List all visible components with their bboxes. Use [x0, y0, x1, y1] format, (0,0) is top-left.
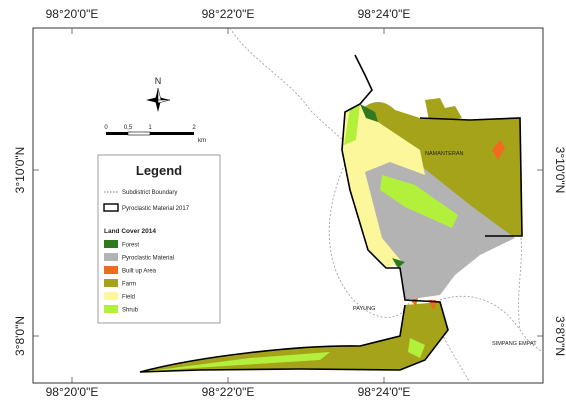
legend-label: Farm [122, 282, 136, 288]
legend-label: Shrub [122, 308, 139, 314]
scale-label: 0,5 [124, 125, 133, 131]
legend-swatch [104, 266, 118, 274]
legend: Legend Subdistrict Boundary Pyroclastic … [97, 154, 221, 324]
scale-bar: 0 0,5 1 2 km [104, 125, 206, 144]
legend-swatch [104, 305, 118, 313]
legend-title: Legend [136, 163, 182, 178]
place-label: PAYUNG [353, 306, 375, 312]
north-arrow: N [146, 76, 171, 112]
scale-label: 1 [148, 125, 152, 131]
legend-label: Pyroclastic Material 2017 [122, 206, 190, 212]
place-label: NAMANTERAN [425, 151, 464, 157]
scale-label: 2 [192, 125, 196, 131]
legend-label: Pyroclastic Material [122, 256, 174, 262]
coord-label: 3°8'0"N [553, 316, 566, 356]
coordinate-labels: 98°20'0"E 98°22'0"E 98°24'0"E 98°20'0"E … [13, 7, 566, 399]
legend-swatch [104, 240, 118, 248]
coord-label: 98°22'0"E [202, 7, 255, 21]
coord-label: 98°24'0"E [358, 7, 411, 21]
coord-label: 3°10'0"N [13, 147, 27, 194]
legend-label: Field [122, 295, 135, 301]
coord-label: 98°20'0"E [46, 385, 99, 399]
legend-swatch [104, 292, 118, 300]
land-cover [140, 98, 522, 372]
coord-label: 98°22'0"E [202, 385, 255, 399]
pyroclastic-2017-outline [139, 54, 523, 373]
place-label: SIMPANG EMPAT [492, 341, 537, 347]
legend-swatch [104, 253, 118, 261]
legend-subtitle: Land Cover 2014 [104, 228, 156, 235]
coord-label: 98°20'0"E [46, 7, 99, 21]
scale-label: 0 [104, 125, 108, 131]
legend-label: Subdistrict Boundary [122, 190, 177, 196]
grid-ticks [33, 28, 543, 383]
scale-unit: km [198, 138, 206, 144]
north-label: N [155, 76, 162, 86]
coord-label: 3°8'0"N [13, 316, 27, 356]
legend-label: Forest [122, 243, 139, 249]
coord-label: 3°10'0"N [553, 147, 566, 194]
coord-label: 98°24'0"E [358, 385, 411, 399]
legend-swatch [104, 279, 118, 287]
legend-label: Built up Area [122, 269, 157, 275]
